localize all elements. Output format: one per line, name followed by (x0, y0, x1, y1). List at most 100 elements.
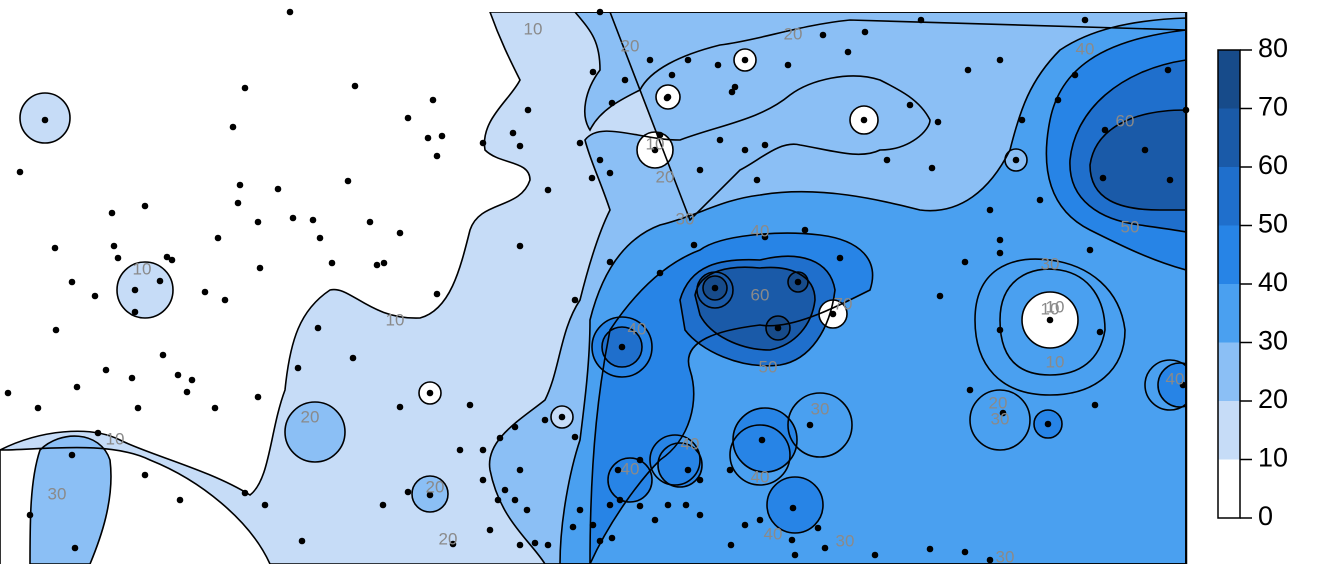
sample-point (588, 174, 596, 182)
contour-line (607, 457, 653, 503)
sample-point (328, 259, 336, 267)
contour-line (729, 424, 791, 486)
sample-point (928, 164, 936, 172)
sample-point (254, 218, 262, 226)
sample-point (486, 526, 494, 534)
contour-label: 20 (656, 167, 675, 186)
sample-point (761, 141, 769, 149)
sample-point (316, 234, 324, 242)
sample-point (696, 476, 704, 484)
sample-point (516, 466, 524, 474)
sample-point (690, 241, 698, 249)
sample-point (656, 131, 664, 139)
sample-point (917, 16, 925, 24)
sample-point (496, 434, 504, 442)
sample-point (131, 308, 139, 316)
sample-point (73, 383, 81, 391)
contour-line (559, 17, 1186, 564)
sample-point (860, 116, 868, 124)
sample-point (608, 99, 616, 107)
contour-line (488, 12, 1186, 564)
sample-point (4, 389, 12, 397)
contour-line (787, 392, 853, 458)
contour-label: 30 (676, 209, 695, 228)
sample-point (801, 226, 809, 234)
colorbar-swatch-30 (1218, 284, 1240, 343)
sample-point (456, 446, 464, 454)
sample-point (774, 324, 782, 332)
contour-label: 20 (301, 407, 320, 426)
sample-point (621, 76, 629, 84)
sample-point (1164, 66, 1172, 74)
sample-point (94, 429, 102, 437)
contour-line (284, 401, 346, 463)
sample-point (114, 254, 122, 262)
sample-point (576, 139, 584, 147)
sample-point (404, 114, 412, 122)
contour-label: 40 (1166, 369, 1185, 388)
contour-line (694, 266, 816, 351)
contour-line (849, 105, 879, 135)
sample-point (1018, 116, 1026, 124)
sample-point (961, 548, 969, 556)
sample-point (426, 389, 434, 397)
contour-line (1033, 409, 1063, 439)
contour-label: 20 (426, 477, 445, 496)
contour-label: 50 (759, 357, 778, 376)
sample-point (986, 206, 994, 214)
contour-line (1157, 362, 1186, 408)
sample-point (438, 132, 446, 140)
sample-point (511, 496, 519, 504)
contour-line (679, 255, 836, 367)
contour-band-20 (575, 12, 1186, 130)
contour-line (969, 389, 1031, 451)
sample-point (544, 541, 552, 549)
sample-point (906, 101, 914, 109)
sample-point (651, 516, 659, 524)
sample-point (511, 423, 519, 431)
sample-point (176, 496, 184, 504)
sample-point (256, 264, 264, 272)
contour-label: 60 (751, 285, 770, 304)
sample-point (289, 214, 297, 222)
sample-point (663, 94, 671, 102)
sample-point (141, 471, 149, 479)
contour-line (591, 316, 653, 378)
sample-point (52, 326, 60, 334)
sample-point (596, 156, 604, 164)
sample-point (646, 56, 654, 64)
contour-line (696, 271, 734, 309)
sample-point (174, 371, 182, 379)
sample-point (16, 168, 24, 176)
sample-point (516, 242, 524, 250)
sample-point (159, 351, 167, 359)
colorbar-tick-label: 70 (1258, 92, 1288, 122)
sample-point (163, 253, 171, 261)
sample-point (711, 284, 719, 292)
contour-label: 10 (1041, 299, 1060, 318)
sample-point (651, 146, 659, 154)
colorbar-tick-label: 30 (1258, 326, 1288, 356)
sample-point (1081, 16, 1089, 24)
contour-band-20 (285, 402, 345, 462)
sample-point (286, 8, 294, 16)
sample-point (934, 118, 942, 126)
sample-point (26, 511, 34, 519)
sample-point (569, 523, 577, 531)
colorbar-tick-label: 50 (1258, 209, 1288, 239)
contour-line (765, 315, 791, 341)
sample-point (996, 236, 1004, 244)
contour-label: 20 (439, 529, 458, 548)
sample-point (516, 541, 524, 549)
sample-point (274, 185, 282, 193)
sample-point (433, 290, 441, 298)
sample-point (541, 416, 549, 424)
sample-point (366, 218, 374, 226)
contour-band-40 (1158, 363, 1186, 407)
sample-point (349, 354, 357, 362)
sample-point (871, 551, 879, 559)
sample-point (404, 488, 412, 496)
sample-point (684, 56, 692, 64)
sample-point (753, 176, 761, 184)
